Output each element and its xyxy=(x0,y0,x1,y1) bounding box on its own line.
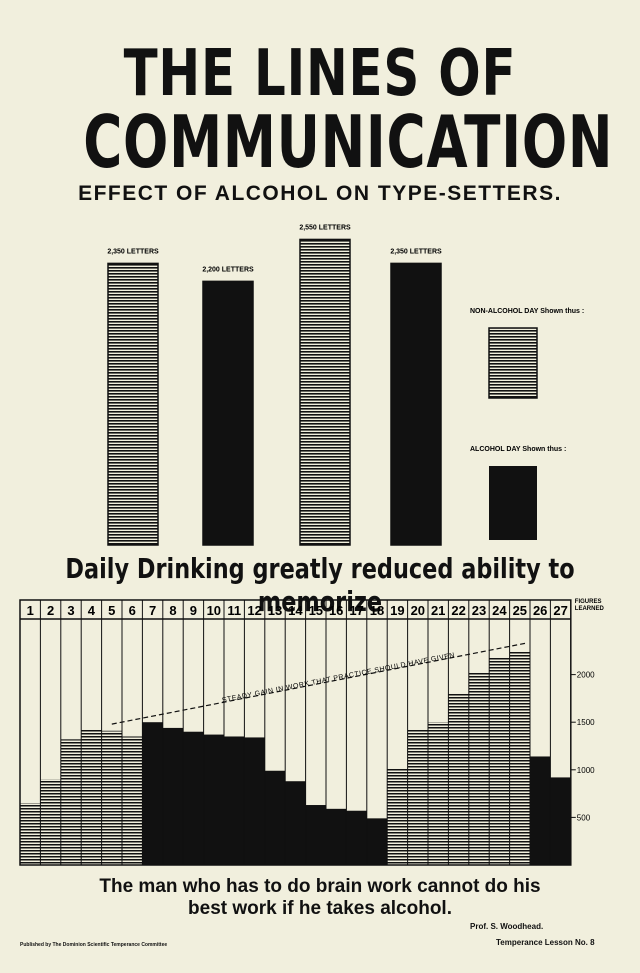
day-number: 13 xyxy=(268,603,282,618)
memory-bar xyxy=(183,731,204,865)
memory-bar xyxy=(366,818,388,865)
memory-bar xyxy=(407,729,428,865)
day-number: 12 xyxy=(247,603,261,618)
day-number: 16 xyxy=(329,603,343,618)
y-tick-label: 1500 xyxy=(577,718,595,727)
publisher-credit: Published by The Dominion Scientific Tem… xyxy=(20,942,168,948)
letters-bar-label: 2,350 LETTERS xyxy=(390,248,442,255)
day-number: 1 xyxy=(27,603,34,618)
day-number: 22 xyxy=(451,603,465,618)
memory-bar xyxy=(326,808,347,865)
day-number: 10 xyxy=(207,603,221,618)
day-number: 3 xyxy=(67,603,74,618)
memory-bar xyxy=(162,727,184,865)
memory-bar xyxy=(122,736,143,865)
memory-bar xyxy=(264,770,286,865)
memory-chart: 1 2 3 4 5 6 7 8 9 10 11 12 13 14 15 16 17 18 19 20 21 22 23 24 2… xyxy=(19,599,605,866)
poster-subtitle: EFFECT OF ALCOHOL ON TYPE-SETTERS. xyxy=(78,182,562,205)
letters-bar xyxy=(202,280,254,546)
footer-statement: The man who has to do brain work cannot … xyxy=(0,876,640,920)
legend-swatch-non-alcohol xyxy=(488,327,538,399)
day-number: 4 xyxy=(88,603,96,618)
poster-title-line-2: COMMUNICATION xyxy=(83,100,614,184)
memory-bar xyxy=(468,672,490,865)
memory-bar xyxy=(224,736,245,865)
day-number: 9 xyxy=(190,603,197,618)
memory-bar xyxy=(20,803,41,865)
poster-title-line-1: THE LINES OF xyxy=(123,37,517,111)
day-number: 25 xyxy=(513,603,527,618)
memory-bar xyxy=(428,722,449,865)
letters-bar-chart: 2,350 LETTERS 2,200 LETTERS 2,550 LETTERS 2… xyxy=(107,224,584,546)
memory-bar xyxy=(285,781,306,865)
day-number: 14 xyxy=(288,603,303,618)
y-tick-label: 2000 xyxy=(577,671,595,680)
memory-bar xyxy=(60,739,82,865)
y-axis-label: FIGURES xyxy=(575,599,602,605)
day-number: 2 xyxy=(47,603,54,618)
memory-bar xyxy=(530,756,551,865)
day-number: 20 xyxy=(411,603,425,618)
day-number: 15 xyxy=(309,603,323,618)
memory-bar xyxy=(81,728,102,865)
legend-label-non-alcohol: NON-ALCOHOL DAY Shown thus : xyxy=(470,308,584,315)
letters-bar xyxy=(390,262,442,546)
day-number: 5 xyxy=(108,603,115,618)
y-tick-label: 1000 xyxy=(577,766,595,775)
day-number: 18 xyxy=(370,603,384,618)
memory-bar xyxy=(101,730,122,865)
letters-bar xyxy=(299,238,351,546)
memory-bar xyxy=(448,693,469,865)
memory-bar xyxy=(142,722,163,865)
memory-bar xyxy=(305,805,326,865)
letters-bar-label: 2,550 LETTERS xyxy=(299,224,351,231)
letters-bar-label: 2,350 LETTERS xyxy=(107,248,159,255)
day-number: 6 xyxy=(129,603,136,618)
day-number: 8 xyxy=(169,603,176,618)
day-number: 24 xyxy=(492,603,507,618)
memory-bar xyxy=(509,651,530,865)
memory-bar xyxy=(387,768,408,865)
day-number: 23 xyxy=(472,603,486,618)
day-number: 7 xyxy=(149,603,156,618)
day-number: 27 xyxy=(553,603,567,618)
day-number: 19 xyxy=(390,603,404,618)
footer-line-1: The man who has to do brain work cannot … xyxy=(99,876,541,897)
day-number: 21 xyxy=(431,603,445,618)
lesson-number: Temperance Lesson No. 8 xyxy=(496,938,595,947)
author-credit: Prof. S. Woodhead. xyxy=(470,922,544,931)
letters-bar-label: 2,200 LETTERS xyxy=(202,266,254,273)
day-number: 17 xyxy=(349,603,363,618)
memory-bar xyxy=(550,777,571,865)
letters-bar xyxy=(107,262,159,546)
trend-line-label: STEADY GAIN IN WORK THAT PRACTICE SHOULD… xyxy=(221,652,455,704)
legend-label-alcohol: ALCOHOL DAY Shown thus : xyxy=(470,446,566,453)
memory-bar xyxy=(489,656,510,865)
day-number: 26 xyxy=(533,603,547,618)
y-tick-label: 500 xyxy=(577,813,591,822)
memory-bar xyxy=(346,810,367,865)
memory-bar xyxy=(40,779,61,865)
footer-line-2: best work if he takes alcohol. xyxy=(188,898,452,919)
memory-bar xyxy=(203,734,224,865)
memory-chart-frame xyxy=(19,599,572,866)
y-axis-label-2: LEARNED xyxy=(575,606,605,612)
trend-line xyxy=(111,642,527,725)
memory-bar xyxy=(244,737,265,865)
legend-swatch-alcohol xyxy=(489,466,537,540)
memorize-heading: Daily Drinking greatly reduced ability t… xyxy=(65,552,575,618)
day-number: 11 xyxy=(227,603,241,618)
